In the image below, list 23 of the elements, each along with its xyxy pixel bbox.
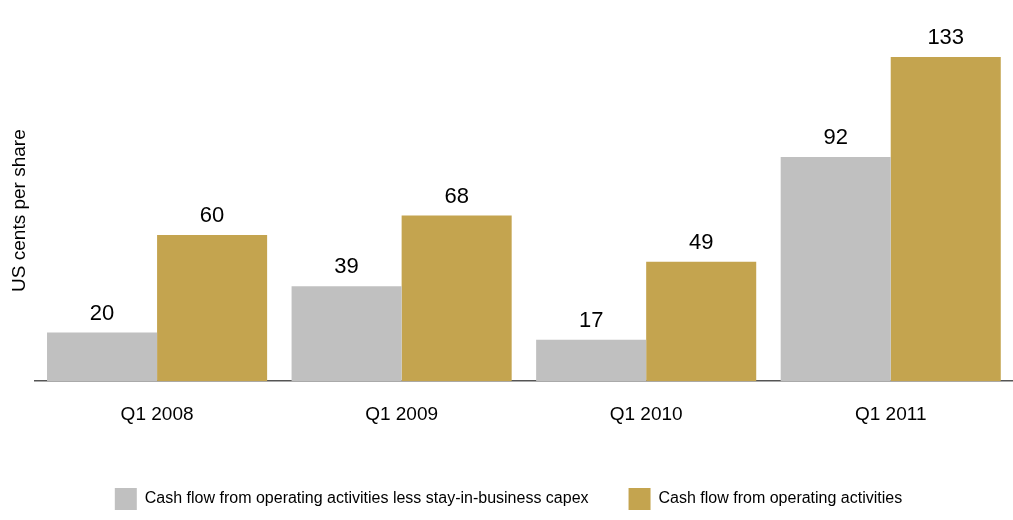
data-label: 68 bbox=[444, 182, 469, 208]
data-label: 17 bbox=[578, 306, 604, 332]
legend-label: Cash flow from operating activities less stay-in-business capex bbox=[144, 489, 589, 507]
data-label: 39 bbox=[334, 253, 359, 279]
bar bbox=[890, 57, 1001, 382]
bar bbox=[401, 215, 512, 382]
data-label: 60 bbox=[199, 202, 225, 228]
bar bbox=[291, 286, 402, 382]
data-label: 92 bbox=[823, 124, 848, 150]
bar bbox=[646, 261, 757, 382]
x-tick-label: Q1 2009 bbox=[365, 402, 439, 424]
x-tick-label: Q1 2011 bbox=[854, 402, 927, 424]
bar bbox=[157, 234, 268, 382]
x-tick-label: Q1 2010 bbox=[609, 402, 683, 424]
bar bbox=[536, 339, 647, 382]
data-label: 20 bbox=[89, 299, 115, 325]
data-label: 133 bbox=[927, 24, 965, 50]
y-axis-title: US cents per share bbox=[7, 129, 29, 292]
bar bbox=[47, 332, 158, 382]
legend-label: Cash flow from operating activities bbox=[658, 489, 903, 507]
data-label: 49 bbox=[688, 228, 714, 254]
bar bbox=[780, 156, 891, 382]
x-tick-label: Q1 2008 bbox=[120, 402, 194, 424]
